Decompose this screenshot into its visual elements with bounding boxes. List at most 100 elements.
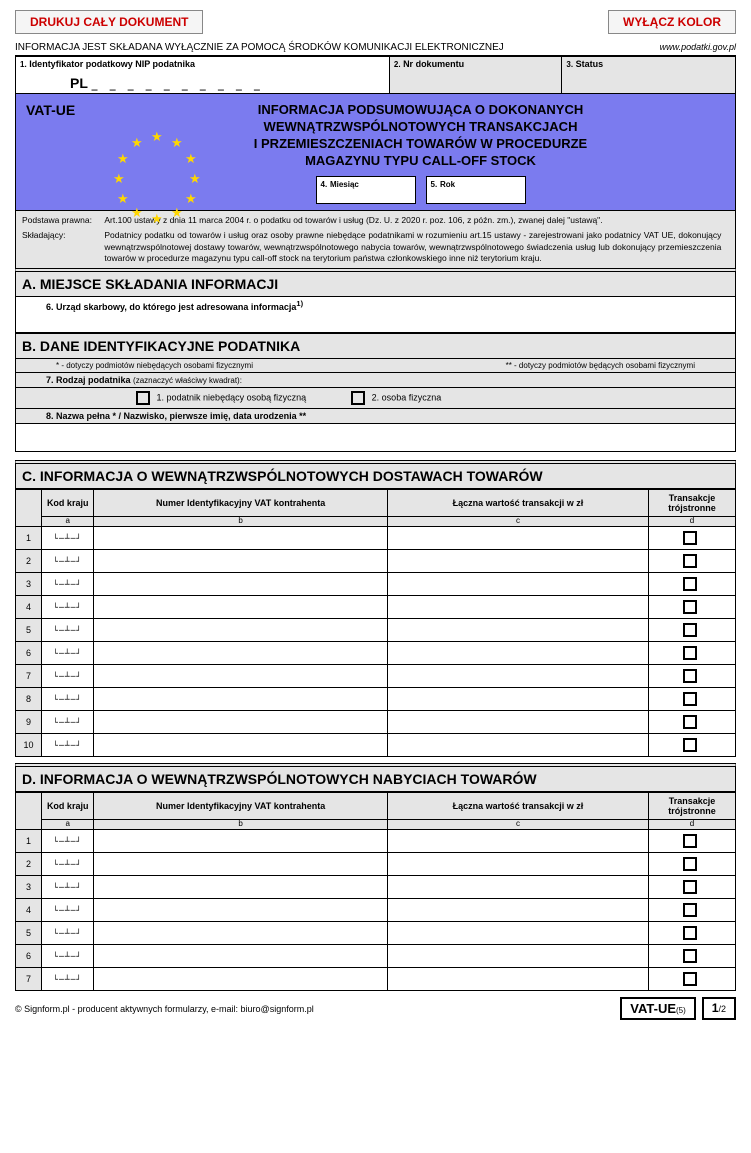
cell-wart[interactable] [387, 711, 648, 734]
cell-wart[interactable] [387, 527, 648, 550]
nip-prefix: PL _ _ _ _ _ _ _ _ _ _ [20, 69, 385, 91]
cell-wart[interactable] [387, 968, 648, 991]
cell-kraj[interactable]: └─┴─┘ [42, 688, 94, 711]
checkbox-troj[interactable] [683, 972, 697, 986]
cell-kraj[interactable]: └─┴─┘ [42, 899, 94, 922]
cell-wart[interactable] [387, 688, 648, 711]
checkbox-opt2[interactable] [351, 391, 365, 405]
cell-kraj[interactable]: └─┴─┘ [42, 596, 94, 619]
cell-troj[interactable] [648, 527, 735, 550]
cell-troj[interactable] [648, 830, 735, 853]
cell-vat[interactable] [94, 665, 388, 688]
cell-troj[interactable] [648, 922, 735, 945]
cell-troj[interactable] [648, 853, 735, 876]
checkbox-troj[interactable] [683, 554, 697, 568]
checkbox-troj[interactable] [683, 623, 697, 637]
cell-vat[interactable] [94, 642, 388, 665]
cell-vat[interactable] [94, 830, 388, 853]
cell-wart[interactable] [387, 899, 648, 922]
footer-copyright: © Signform.pl - producent aktywnych form… [15, 1004, 314, 1014]
cell-vat[interactable] [94, 945, 388, 968]
cell-vat[interactable] [94, 853, 388, 876]
cell-wart[interactable] [387, 734, 648, 757]
checkbox-troj[interactable] [683, 834, 697, 848]
color-off-button[interactable]: WYŁĄCZ KOLOR [608, 10, 736, 34]
field-8-input[interactable] [16, 423, 735, 451]
checkbox-troj[interactable] [683, 577, 697, 591]
cell-troj[interactable] [648, 619, 735, 642]
cell-wart[interactable] [387, 945, 648, 968]
cell-kraj[interactable]: └─┴─┘ [42, 853, 94, 876]
cell-kraj[interactable]: └─┴─┘ [42, 968, 94, 991]
cell-vat[interactable] [94, 527, 388, 550]
cell-nip: 1. Identyfikator podatkowy NIP podatnika… [16, 57, 390, 93]
checkbox-troj[interactable] [683, 738, 697, 752]
checkbox-troj[interactable] [683, 880, 697, 894]
checkbox-troj[interactable] [683, 903, 697, 917]
cell-vat[interactable] [94, 688, 388, 711]
cell-kraj[interactable]: └─┴─┘ [42, 922, 94, 945]
cell-vat[interactable] [94, 711, 388, 734]
nip-underlines[interactable]: _ _ _ _ _ _ _ _ _ _ [92, 80, 263, 91]
cell-wart[interactable] [387, 876, 648, 899]
cell-wart[interactable] [387, 642, 648, 665]
cell-troj[interactable] [648, 550, 735, 573]
footer-page: 1/2 [702, 997, 736, 1020]
cell-troj[interactable] [648, 642, 735, 665]
cell-vat[interactable] [94, 734, 388, 757]
cell-troj[interactable] [648, 665, 735, 688]
checkbox-troj[interactable] [683, 646, 697, 660]
cell-wart[interactable] [387, 922, 648, 945]
cell-wart[interactable] [387, 665, 648, 688]
cell-troj[interactable] [648, 968, 735, 991]
cell-wart[interactable] [387, 619, 648, 642]
checkbox-troj[interactable] [683, 926, 697, 940]
cell-troj[interactable] [648, 734, 735, 757]
checkbox-troj[interactable] [683, 715, 697, 729]
cell-kraj[interactable]: └─┴─┘ [42, 665, 94, 688]
cell-kraj[interactable]: └─┴─┘ [42, 642, 94, 665]
cell-kraj[interactable]: └─┴─┘ [42, 619, 94, 642]
checkbox-troj[interactable] [683, 949, 697, 963]
cell-wart[interactable] [387, 596, 648, 619]
year-box[interactable]: 5. Rok [426, 176, 526, 204]
cell-wart[interactable] [387, 830, 648, 853]
cell-kraj[interactable]: └─┴─┘ [42, 945, 94, 968]
cell-troj[interactable] [648, 876, 735, 899]
cell-vat[interactable] [94, 550, 388, 573]
c1-label: Identyfikator podatkowy NIP podatnika [29, 59, 195, 69]
table-row: 6└─┴─┘ [16, 642, 736, 665]
cell-troj[interactable] [648, 711, 735, 734]
cell-troj[interactable] [648, 899, 735, 922]
print-button[interactable]: DRUKUJ CAŁY DOKUMENT [15, 10, 203, 34]
checkbox-troj[interactable] [683, 600, 697, 614]
cell-troj[interactable] [648, 596, 735, 619]
cell-kraj[interactable]: └─┴─┘ [42, 527, 94, 550]
pp-label: Podstawa prawna: [22, 215, 102, 226]
cell-wart[interactable] [387, 573, 648, 596]
cell-kraj[interactable]: └─┴─┘ [42, 734, 94, 757]
cell-wart[interactable] [387, 550, 648, 573]
cell-vat[interactable] [94, 899, 388, 922]
cell-vat[interactable] [94, 968, 388, 991]
cell-kraj[interactable]: └─┴─┘ [42, 830, 94, 853]
checkbox-opt1[interactable] [136, 391, 150, 405]
cell-vat[interactable] [94, 573, 388, 596]
cell-troj[interactable] [648, 573, 735, 596]
checkbox-troj[interactable] [683, 531, 697, 545]
cell-wart[interactable] [387, 853, 648, 876]
checkbox-troj[interactable] [683, 692, 697, 706]
month-box[interactable]: 4. Miesiąc [316, 176, 416, 204]
cell-troj[interactable] [648, 688, 735, 711]
cell-kraj[interactable]: └─┴─┘ [42, 573, 94, 596]
cell-vat[interactable] [94, 876, 388, 899]
checkbox-troj[interactable] [683, 669, 697, 683]
checkbox-troj[interactable] [683, 857, 697, 871]
cell-kraj[interactable]: └─┴─┘ [42, 876, 94, 899]
cell-vat[interactable] [94, 922, 388, 945]
cell-vat[interactable] [94, 596, 388, 619]
cell-troj[interactable] [648, 945, 735, 968]
cell-vat[interactable] [94, 619, 388, 642]
cell-kraj[interactable]: └─┴─┘ [42, 711, 94, 734]
cell-kraj[interactable]: └─┴─┘ [42, 550, 94, 573]
